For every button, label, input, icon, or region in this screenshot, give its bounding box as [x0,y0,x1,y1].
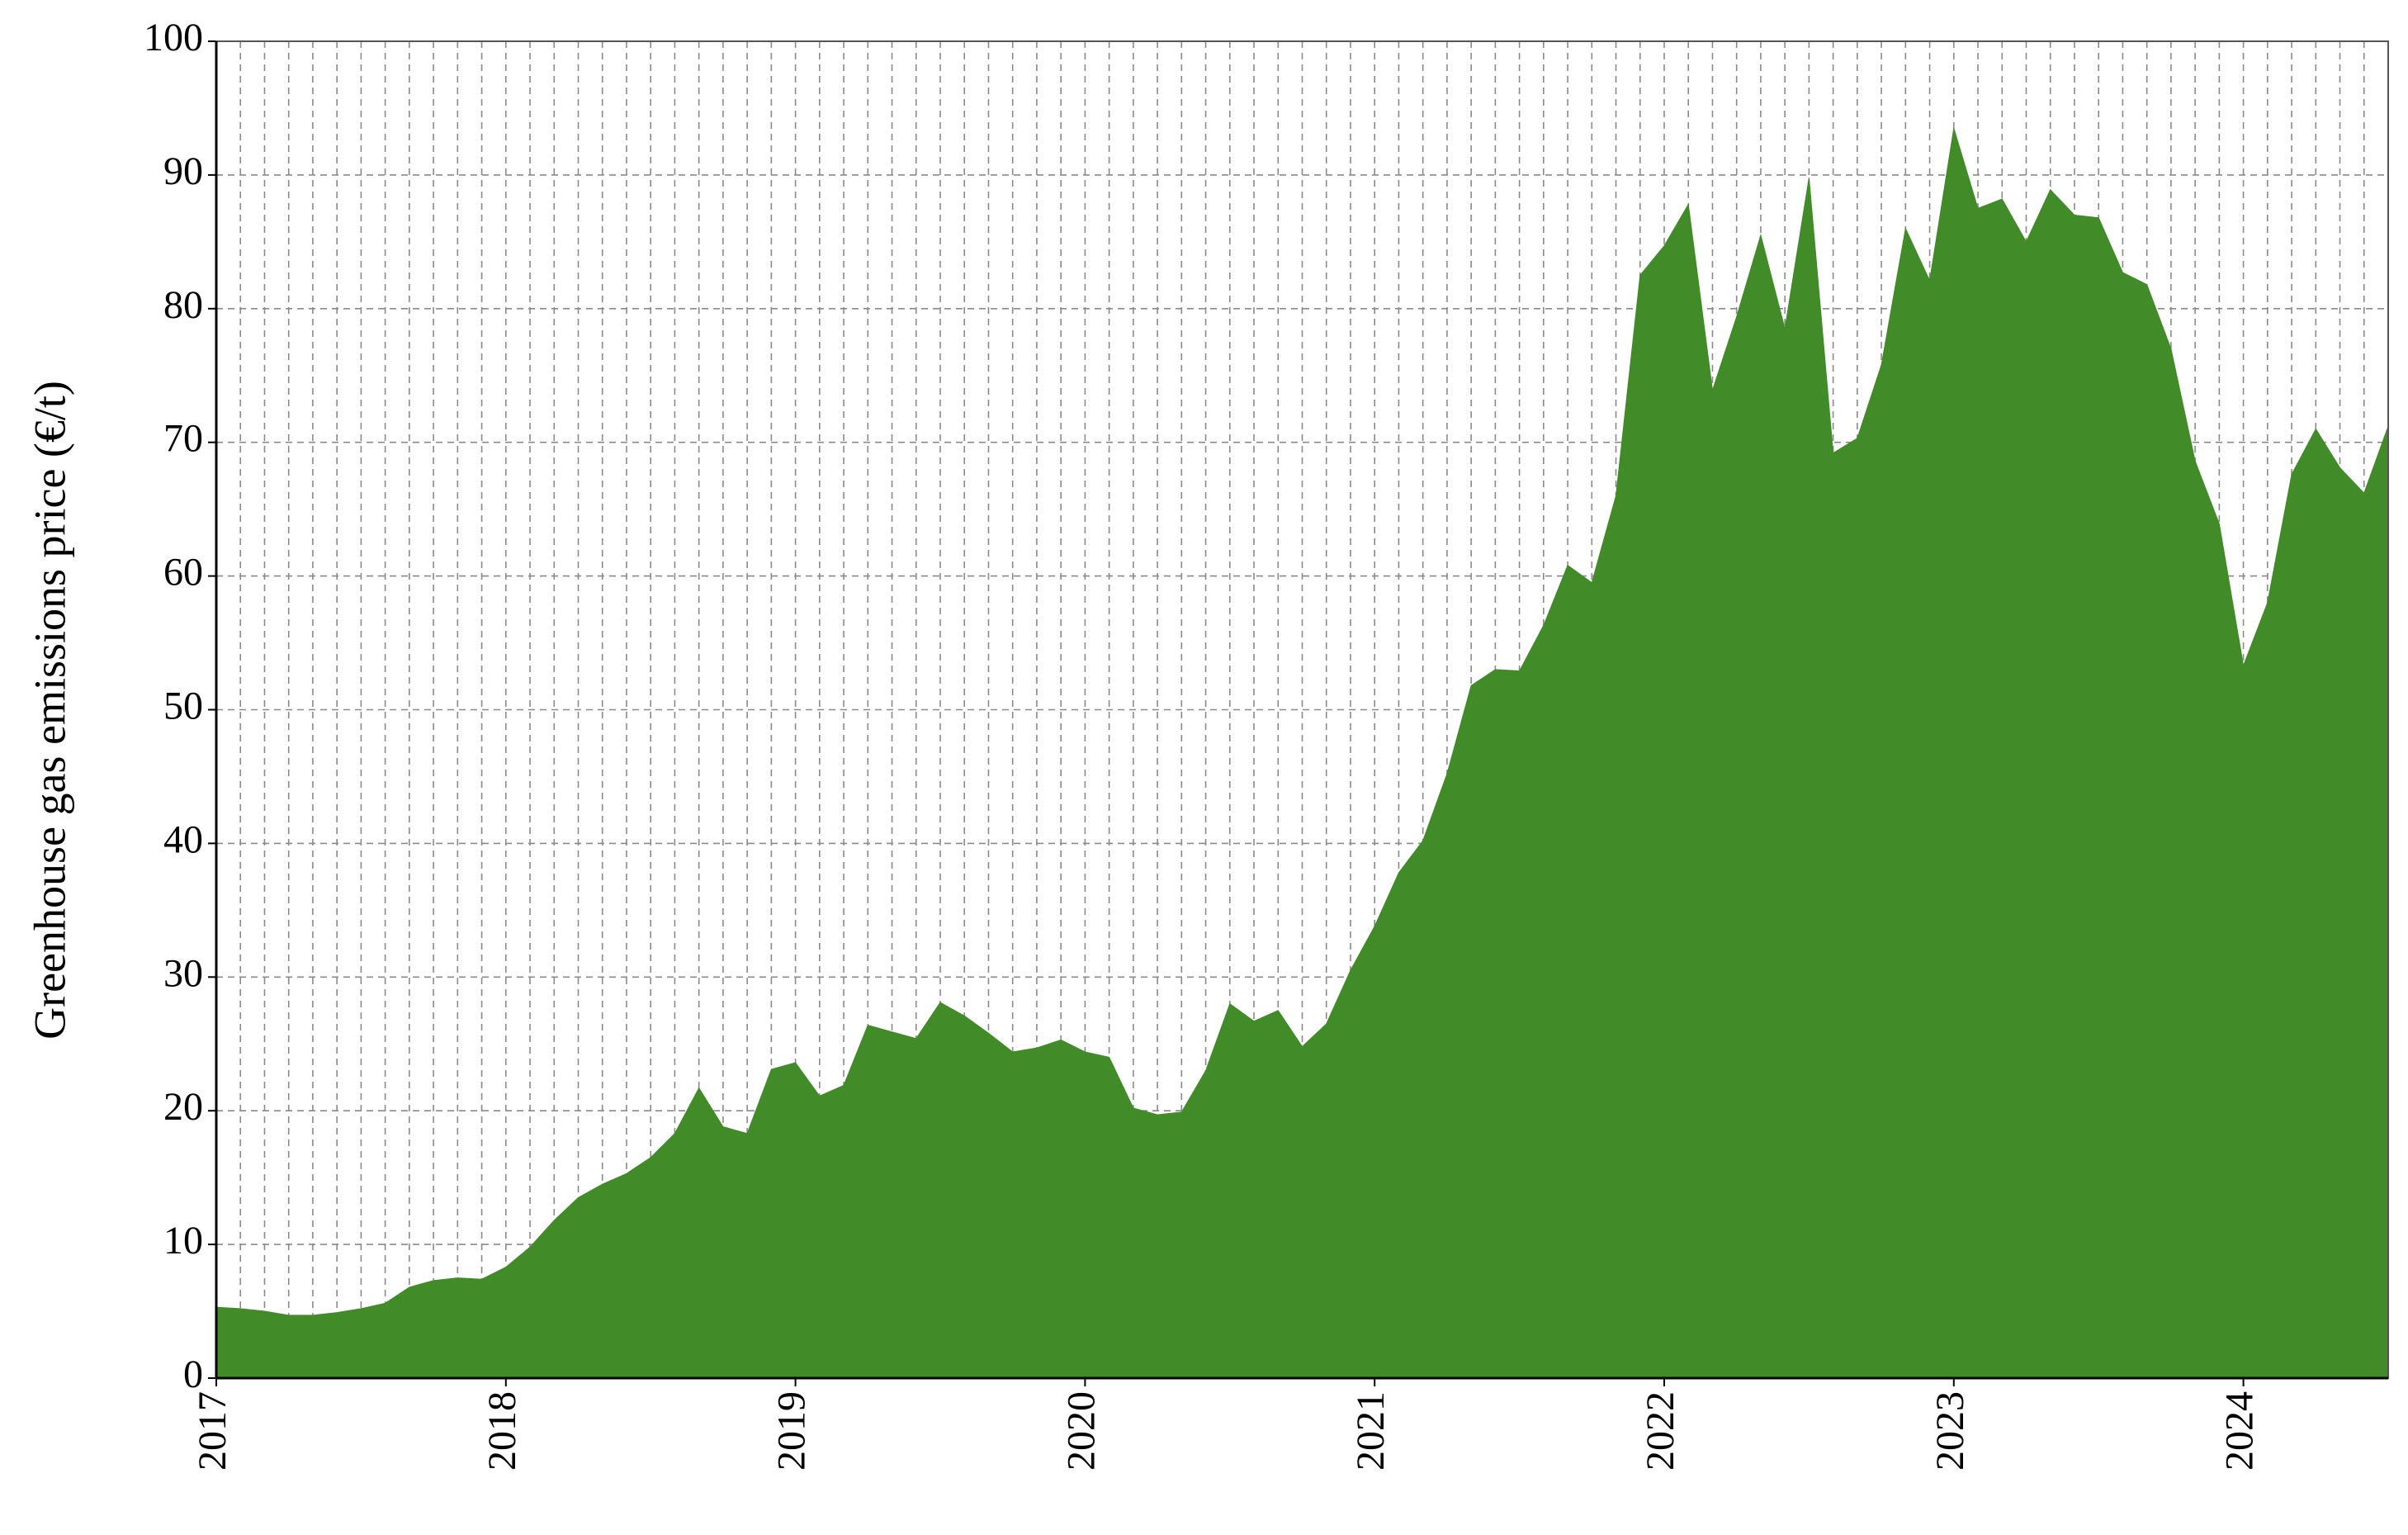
y-axis-title: Greenhouse gas emissions price (€/t) [25,381,74,1040]
y-tick-label: 30 [163,951,203,995]
x-tick-label: 2023 [1928,1391,1972,1471]
y-tick-label: 40 [163,817,203,861]
y-tick-label: 0 [183,1353,203,1396]
x-tick-label: 2024 [2218,1391,2262,1471]
y-tick-label: 10 [163,1219,203,1263]
y-tick-label: 60 [163,551,203,595]
y-tick-label: 80 [163,283,203,327]
y-tick-label: 50 [163,685,203,728]
x-tick-label: 2021 [1349,1391,1393,1471]
y-tick-label: 20 [163,1085,203,1129]
area [215,128,2389,1379]
y-tick-label: 70 [163,417,203,461]
x-tick-label: 2020 [1059,1391,1103,1471]
y-tick-label: 90 [163,149,203,193]
x-tick-label: 2018 [480,1391,524,1471]
y-tick-label: 100 [144,16,203,59]
x-tick-label: 2019 [770,1391,814,1471]
x-tick-label: 2017 [191,1391,234,1471]
x-tick-label: 2022 [1639,1391,1682,1471]
